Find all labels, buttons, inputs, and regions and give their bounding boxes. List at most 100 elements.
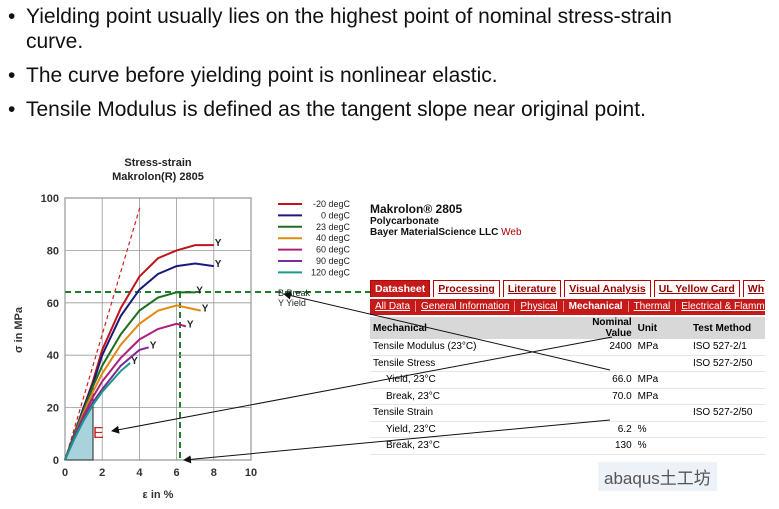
company: Bayer MaterialScience LLC Web: [370, 227, 765, 238]
cell: ISO 527-2/50: [689, 404, 765, 422]
legend-label: 40 degC: [316, 233, 351, 243]
end-label: Y: [215, 259, 222, 270]
annotation: E: [93, 425, 104, 442]
column-header: Nominal Value: [567, 317, 635, 339]
cell: Yield, 23°C: [370, 371, 568, 389]
cell: Break, 23°C: [370, 437, 568, 455]
x-tick-label: 2: [99, 467, 105, 479]
end-label: Y: [150, 340, 157, 351]
subtab[interactable]: Electrical & Flammat: [676, 301, 765, 312]
cell: 130: [567, 437, 635, 455]
cell: 2400: [567, 339, 635, 356]
end-label: Y: [202, 304, 209, 315]
end-label: Y: [187, 319, 194, 330]
cell: %: [634, 421, 690, 438]
cell: MPa: [634, 339, 690, 356]
cell: [634, 355, 690, 372]
table-row: Break, 23°C 130%: [370, 437, 765, 455]
end-label: Y: [131, 356, 138, 367]
bullet: The curve before yielding point is nonli…: [8, 63, 708, 88]
table-row: Tensile Stress ISO 527-2/50: [370, 355, 765, 372]
x-tick-label: 8: [211, 467, 217, 479]
cell: Tensile Stress: [370, 355, 568, 372]
tab[interactable]: Processing: [433, 280, 500, 297]
tabs: Datasheet Processing Literature Visual Anal…: [370, 279, 765, 297]
bullet-list: Yielding point usually lies on the highe…: [8, 4, 708, 131]
cell: [634, 404, 690, 422]
column-header: Test Method: [689, 317, 765, 339]
marker-legend: Y Yield: [278, 298, 306, 308]
property-table: Mechanical Nominal Value Unit Test Method Te…: [370, 317, 765, 455]
tab[interactable]: Wh: [742, 280, 765, 297]
material-title: Makrolon® 2805: [370, 202, 463, 216]
cell: Break, 23°C: [370, 388, 568, 405]
cell: [567, 404, 635, 422]
end-label: Y: [215, 238, 222, 249]
x-axis-label: ε in %: [143, 489, 174, 501]
web-link[interactable]: Web: [501, 227, 522, 238]
tab[interactable]: UL Yellow Card: [653, 280, 740, 297]
table-row: Tensile Strain ISO 527-2/50: [370, 404, 765, 422]
cell: %: [634, 437, 690, 455]
x-tick-label: 10: [245, 467, 257, 479]
datasheet-header: Makrolon® 2805 Polycarbonate Bayer Mater…: [370, 202, 765, 238]
legend-label: -20 degC: [313, 199, 351, 209]
x-tick-label: 4: [136, 467, 143, 479]
company-name: Bayer MaterialScience LLC: [370, 227, 499, 238]
bullet: Tensile Modulus is defined as the tangen…: [8, 97, 708, 122]
bullet: Yielding point usually lies on the highe…: [8, 4, 708, 54]
legend-label: 120 degC: [311, 267, 351, 277]
y-tick-label: 80: [47, 245, 59, 257]
subtab[interactable]: General Information: [416, 301, 516, 312]
y-tick-label: 100: [41, 193, 59, 205]
watermark: abaqus土工坊: [598, 462, 717, 491]
legend-label: 90 degC: [316, 256, 351, 266]
y-tick-label: 60: [47, 298, 59, 310]
tangent-line: [64, 206, 141, 461]
marker-legend: B Break: [278, 288, 311, 298]
subtab[interactable]: Physical: [515, 301, 564, 312]
cell: [689, 421, 765, 438]
material-type: Polycarbonate: [370, 216, 439, 227]
table-row: Yield, 23°C 6.2%: [370, 421, 765, 438]
legend-label: 23 degC: [316, 222, 351, 232]
cell: ISO 527-2/1: [689, 339, 765, 356]
table-row: Tensile Modulus (23°C) 2400 MPa ISO 527-2/1: [370, 339, 765, 356]
table-row: Yield, 23°C 66.0 MPa: [370, 371, 765, 389]
end-label: Y: [196, 285, 203, 296]
cell: [689, 437, 765, 455]
y-axis-label: σ in MPa: [13, 306, 25, 353]
chart-title: Makrolon(R) 2805: [112, 171, 204, 183]
column-header: Unit: [634, 317, 690, 339]
subtab[interactable]: Thermal: [628, 301, 677, 312]
tab[interactable]: Visual Analysis: [564, 280, 651, 297]
cell: 70.0: [567, 388, 635, 405]
cell: Yield, 23°C: [370, 421, 568, 438]
y-tick-label: 40: [47, 350, 59, 362]
cell: [689, 371, 765, 389]
chart-title: Stress-strain: [124, 157, 192, 169]
cell: Tensile Strain: [370, 404, 568, 422]
legend-label: 60 degC: [316, 245, 351, 255]
cell: [689, 388, 765, 405]
header-row: Mechanical Nominal Value Unit Test Method: [370, 317, 765, 339]
subtabs: All Data General Information Physical Mecha…: [370, 299, 765, 315]
table-row: Break, 23°C 70.0 MPa: [370, 388, 765, 405]
subtab[interactable]: All Data: [370, 301, 417, 312]
tab[interactable]: Datasheet: [370, 280, 431, 297]
cell: MPa: [634, 371, 690, 389]
cell: Tensile Modulus (23°C): [370, 339, 568, 356]
cell: ISO 527-2/50: [689, 355, 765, 372]
x-tick-label: 0: [62, 467, 68, 479]
cell: [567, 355, 635, 372]
cell: MPa: [634, 388, 690, 405]
tab[interactable]: Literature: [502, 280, 562, 297]
y-tick-label: 20: [47, 403, 59, 415]
column-header: Mechanical: [370, 317, 568, 339]
cell: 66.0: [567, 371, 635, 389]
legend-label: 0 degC: [321, 210, 351, 220]
subtab[interactable]: Mechanical: [563, 301, 629, 312]
y-tick-label: 0: [53, 455, 59, 467]
